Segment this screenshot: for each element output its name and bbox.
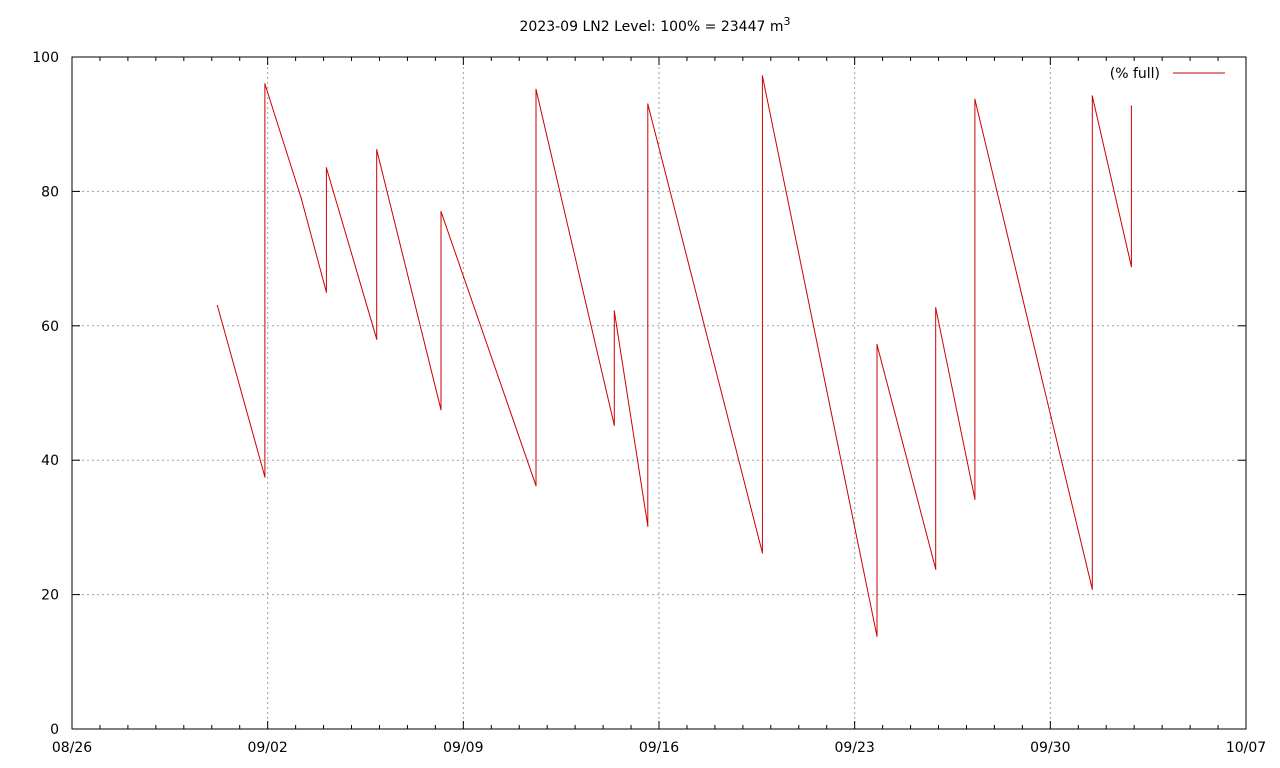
x-tick-label: 10/07 xyxy=(1226,740,1266,756)
x-tick-label: 09/09 xyxy=(443,740,483,756)
data-point xyxy=(535,485,537,487)
data-point xyxy=(535,88,537,90)
data-point xyxy=(376,338,378,340)
data-point xyxy=(440,409,442,411)
y-tick-label: 100 xyxy=(32,50,59,66)
tick-label-layer: 0 20 40 60 80 100 08/26 09/02 09/09 09/16 09/23 09/… xyxy=(32,50,1266,756)
chart-title-superscript: 3 xyxy=(783,15,790,28)
data-point xyxy=(1130,266,1132,268)
x-tick-label: 08/26 xyxy=(52,740,92,756)
data-point xyxy=(325,291,327,293)
y-tick-label: 40 xyxy=(41,453,59,469)
y-tick-label: 60 xyxy=(41,319,59,335)
tick-layer xyxy=(71,56,1247,730)
data-point xyxy=(613,424,615,426)
x-tick-label: 09/02 xyxy=(247,740,287,756)
chart-title: 2023-09 LN2 Level: 100% = 23447 m3 xyxy=(520,15,791,35)
data-point xyxy=(264,83,266,85)
y-tick-label: 20 xyxy=(41,588,59,604)
data-point xyxy=(647,103,649,105)
series-layer xyxy=(216,75,1132,637)
data-point xyxy=(1091,588,1093,590)
x-tick-label: 09/30 xyxy=(1030,740,1070,756)
data-point xyxy=(216,305,218,307)
legend: (% full) xyxy=(1110,66,1225,82)
data-point xyxy=(761,552,764,554)
x-tick-label: 09/23 xyxy=(834,740,874,756)
data-point xyxy=(1091,95,1093,97)
data-point xyxy=(440,211,442,213)
data-point xyxy=(876,635,878,637)
data-point xyxy=(264,476,266,478)
grid-layer xyxy=(72,57,1246,729)
data-point xyxy=(1130,105,1132,107)
data-point xyxy=(325,167,327,169)
data-point xyxy=(876,344,878,346)
data-point xyxy=(974,498,976,500)
data-point xyxy=(761,75,764,77)
data-point xyxy=(935,568,937,570)
data-point xyxy=(376,149,378,151)
y-tick-label: 0 xyxy=(50,722,59,738)
data-point xyxy=(647,525,649,527)
series-line xyxy=(216,75,1132,637)
legend-label: (% full) xyxy=(1110,66,1160,82)
data-point xyxy=(613,310,615,312)
data-point xyxy=(935,307,937,309)
y-tick-label: 80 xyxy=(41,184,59,200)
data-point xyxy=(974,98,976,100)
chart-title-text: 2023-09 LN2 Level: 100% = 23447 m xyxy=(520,19,784,35)
data-point xyxy=(300,197,302,199)
x-tick-label: 09/16 xyxy=(639,740,679,756)
